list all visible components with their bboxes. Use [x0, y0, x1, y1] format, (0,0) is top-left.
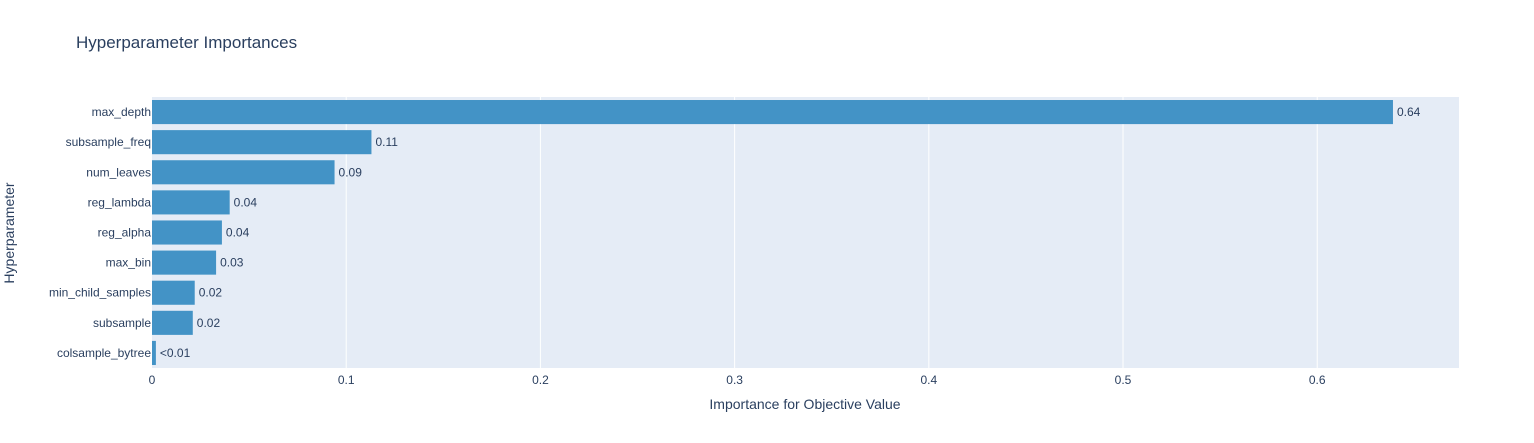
bar-max_depth: [152, 100, 1393, 125]
x-tick-label: 0.5: [1115, 373, 1132, 387]
y-axis-title: Hyperparameter: [1, 182, 17, 283]
y-tick-label: subsample: [93, 316, 151, 330]
bar-value-label: 0.64: [1397, 105, 1421, 119]
bar-value-label: 0.02: [199, 286, 223, 300]
bar-reg_alpha: [152, 220, 222, 245]
chart-title: Hyperparameter Importances: [76, 33, 297, 52]
y-tick-label: min_child_samples: [49, 286, 151, 300]
x-tick-label: 0.4: [920, 373, 937, 387]
bar-value-label: 0.11: [375, 135, 398, 149]
y-tick-label: max_bin: [106, 256, 151, 270]
bar-subsample: [152, 310, 193, 335]
y-tick-label: reg_alpha: [98, 226, 152, 240]
bar-value-label: 0.04: [226, 226, 250, 240]
bar-value-label: 0.03: [220, 256, 244, 270]
y-tick-label: subsample_freq: [66, 135, 151, 149]
bars: [152, 100, 1393, 365]
x-axis-title: Importance for Objective Value: [709, 396, 900, 412]
x-tick-label: 0.6: [1309, 373, 1326, 387]
bar-value-label: 0.02: [197, 316, 221, 330]
y-tick-label: reg_lambda: [88, 195, 152, 209]
y-tick-label: num_leaves: [86, 165, 151, 179]
bar-value-labels: 0.64 0.11 0.09 0.04 0.04 0.03 0.02 0.02 <0.01: [160, 105, 1421, 360]
y-tick-label: max_depth: [92, 105, 151, 119]
y-tick-label: colsample_bytree: [57, 346, 151, 360]
bar-value-label: 0.09: [339, 165, 363, 179]
x-tick-label: 0.2: [532, 373, 549, 387]
bar-reg_lambda: [152, 190, 230, 215]
bar-subsample_freq: [152, 130, 372, 155]
bar-value-label: 0.04: [234, 195, 258, 209]
bar-max_bin: [152, 250, 217, 275]
x-tick-label: 0.3: [726, 373, 743, 387]
x-tick-label: 0: [149, 373, 156, 387]
bar-num_leaves: [152, 160, 335, 185]
bar-value-label: <0.01: [160, 346, 191, 360]
x-tick-labels: 0 0.1 0.2 0.3 0.4 0.5 0.6: [149, 373, 1326, 387]
bar-min_child_samples: [152, 280, 195, 305]
x-tick-label: 0.1: [338, 373, 355, 387]
y-tick-labels: max_depth subsample_freq num_leaves reg_lam…: [49, 105, 151, 360]
bar-colsample_bytree: [152, 340, 156, 365]
